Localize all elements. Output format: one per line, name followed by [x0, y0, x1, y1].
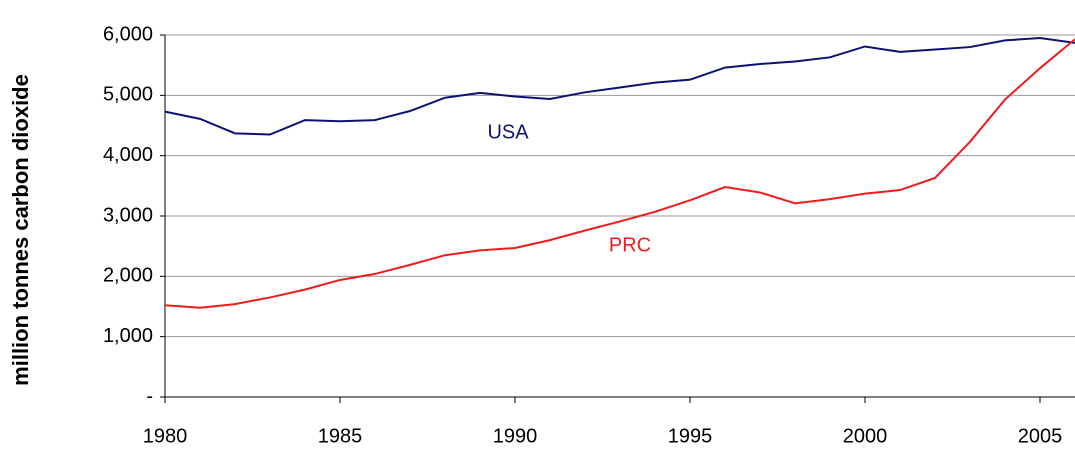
y-axis-label: million tonnes carbon dioxide — [8, 74, 33, 386]
x-tick-label: 1980 — [143, 425, 188, 447]
y-tick-label: 2,000 — [103, 265, 153, 287]
series-label: USA — [487, 121, 529, 143]
y-tick-label: - — [146, 385, 153, 407]
x-tick-label: 1990 — [493, 425, 538, 447]
x-tick-label: 1995 — [668, 425, 713, 447]
x-tick-label: 1985 — [318, 425, 363, 447]
series-line — [164, 38, 1075, 309]
series-label: PRC — [609, 234, 651, 256]
y-tick-label: 4,000 — [103, 144, 153, 166]
y-tick-label: 1,000 — [103, 325, 153, 347]
y-tick-label: 3,000 — [103, 204, 153, 226]
series-line — [164, 37, 1075, 136]
y-tick-label: 6,000 — [103, 23, 153, 45]
y-tick-label: 5,000 — [103, 84, 153, 106]
x-tick-label: 2000 — [843, 425, 888, 447]
x-tick-label: 2005 — [1018, 425, 1063, 447]
